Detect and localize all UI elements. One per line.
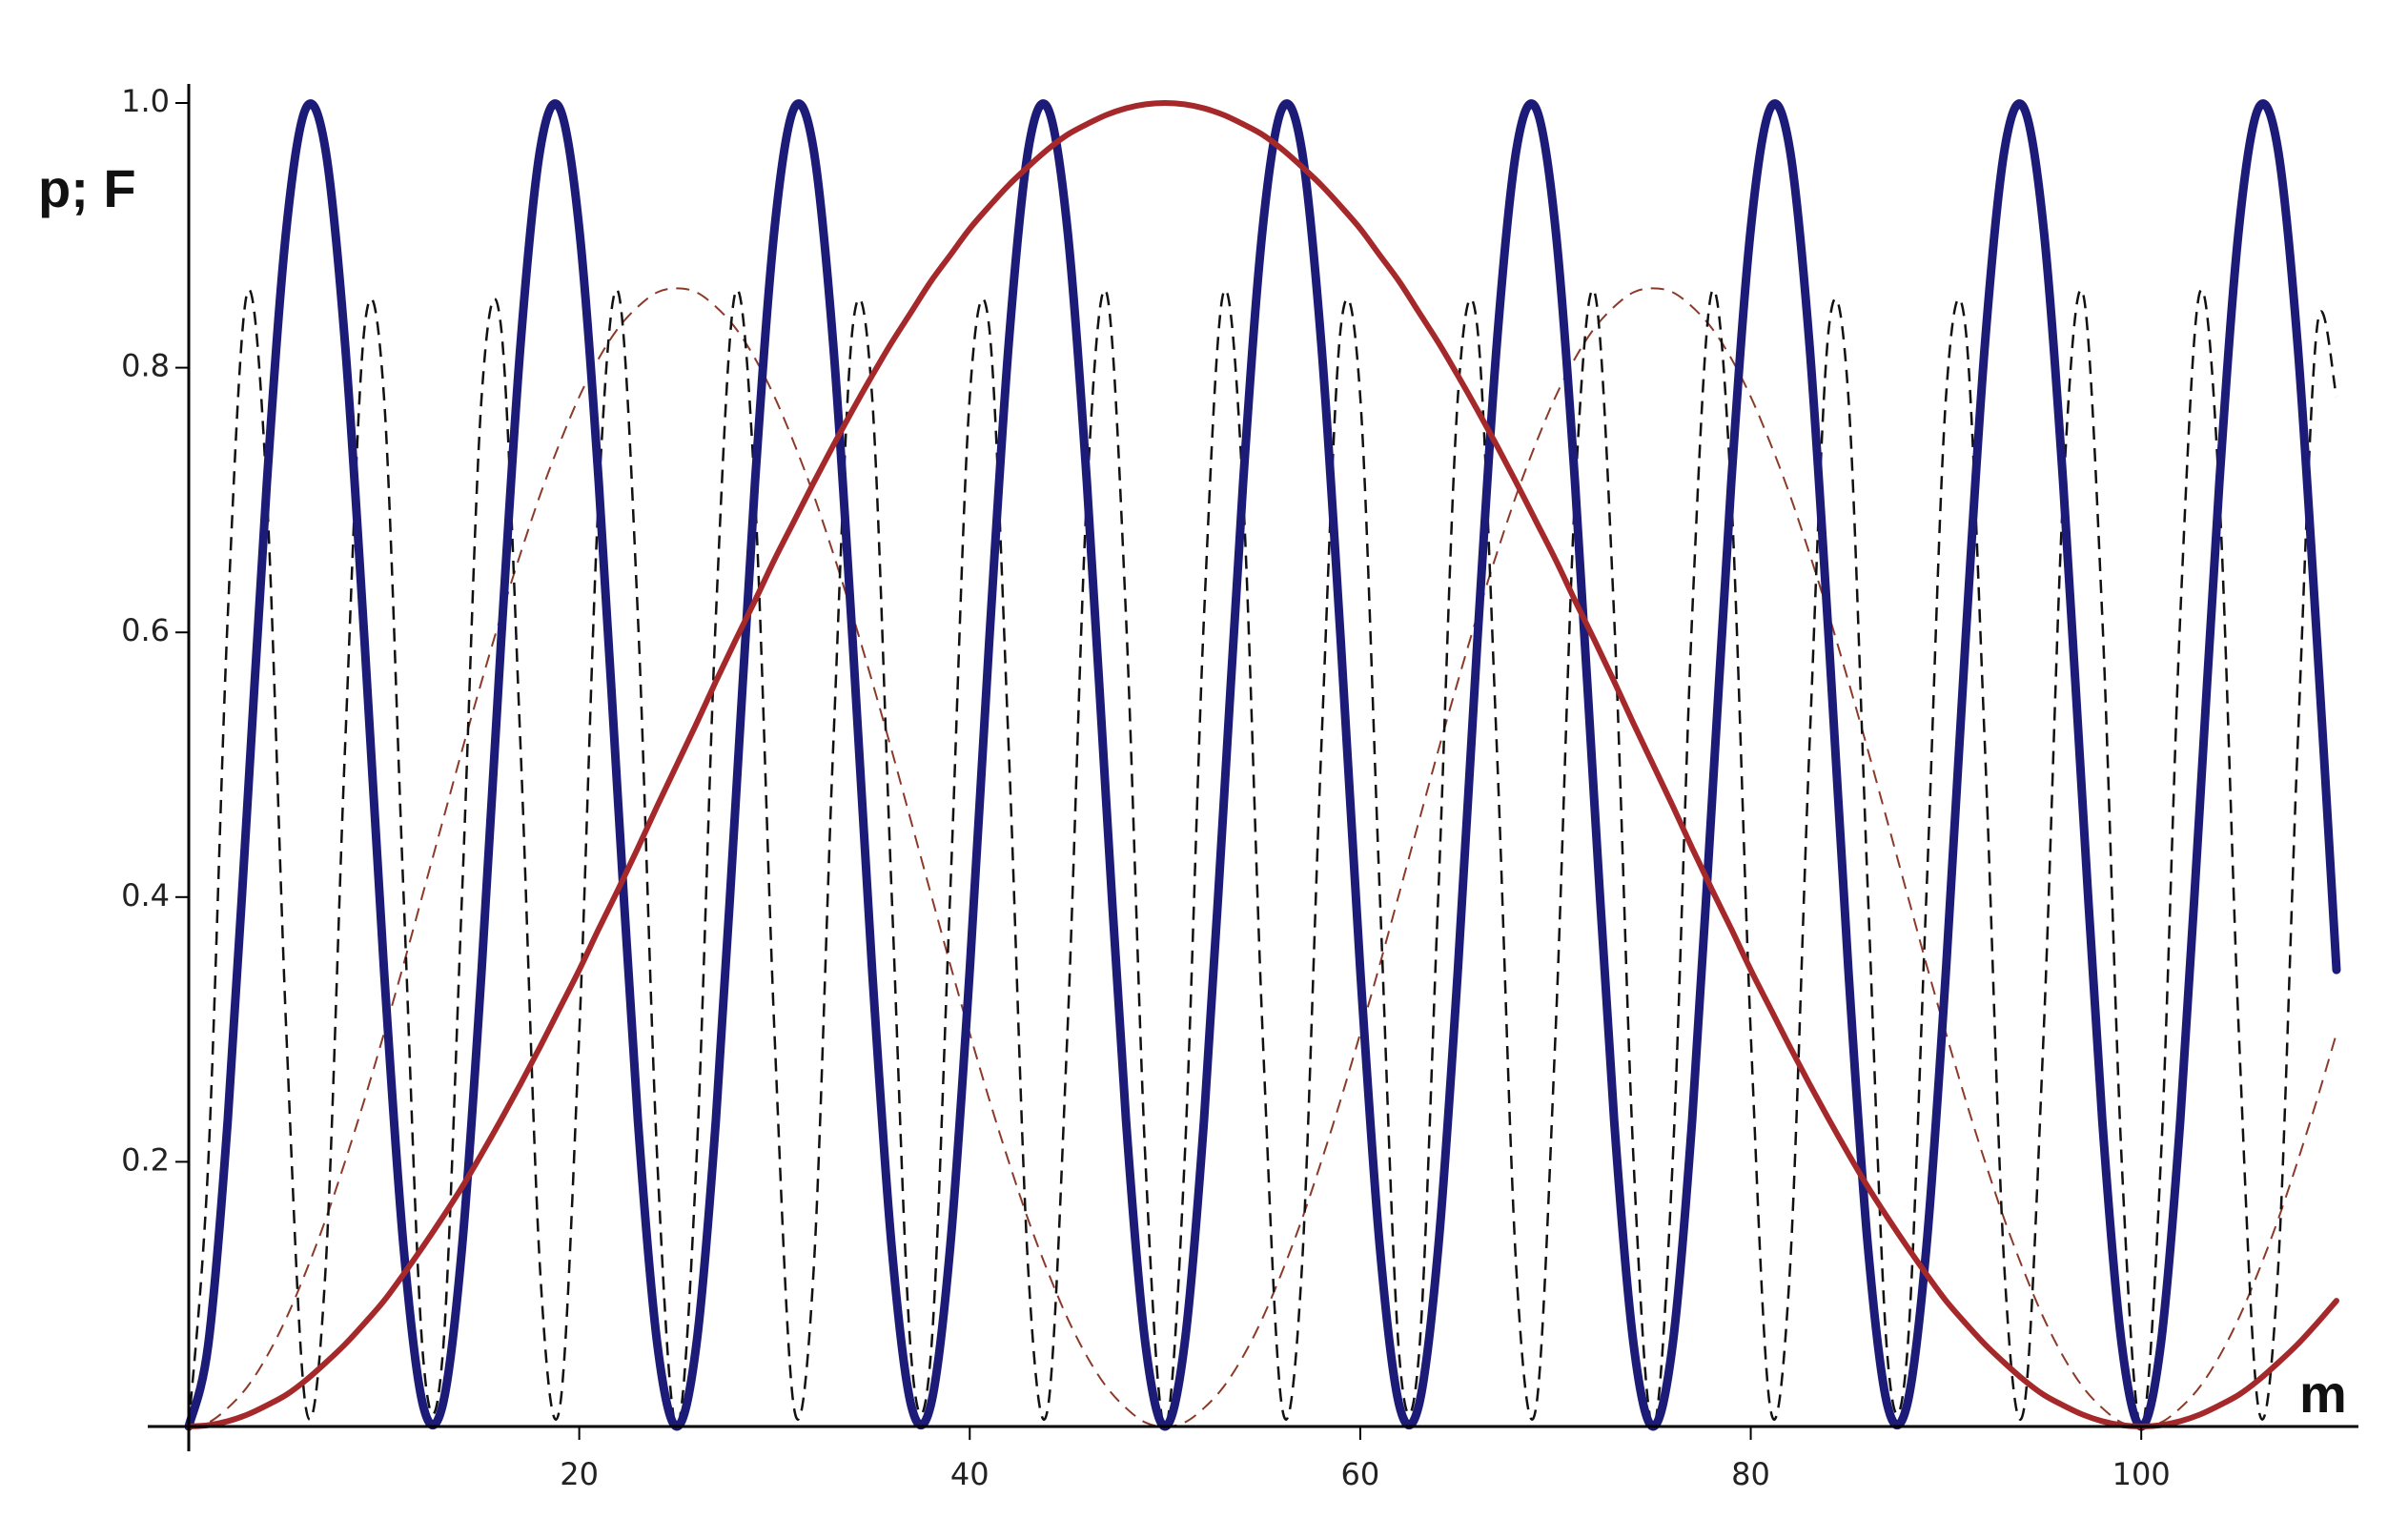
series-line [186,100,2339,1429]
y-tick-label: 0.8 [121,348,170,384]
x-tick-label: 100 [2112,1456,2171,1492]
series-line [184,99,2341,1431]
series-line [187,288,2338,1428]
x-tick-label: 60 [1341,1456,1380,1492]
x-tick-label: 20 [560,1456,599,1492]
x-tick-label: 40 [950,1456,990,1492]
y-tick-label: 0.2 [121,1141,170,1178]
y-axis-label: p; F [38,158,136,218]
y-tick-label: 0.4 [121,877,170,913]
plot-area [184,99,2341,1431]
y-tick-label: 1.0 [121,83,170,119]
y-tick-label: 0.6 [121,612,170,648]
x-tick-label: 80 [1731,1456,1770,1492]
x-axis-label: m [2299,1364,2347,1424]
series-line [188,287,2337,1427]
